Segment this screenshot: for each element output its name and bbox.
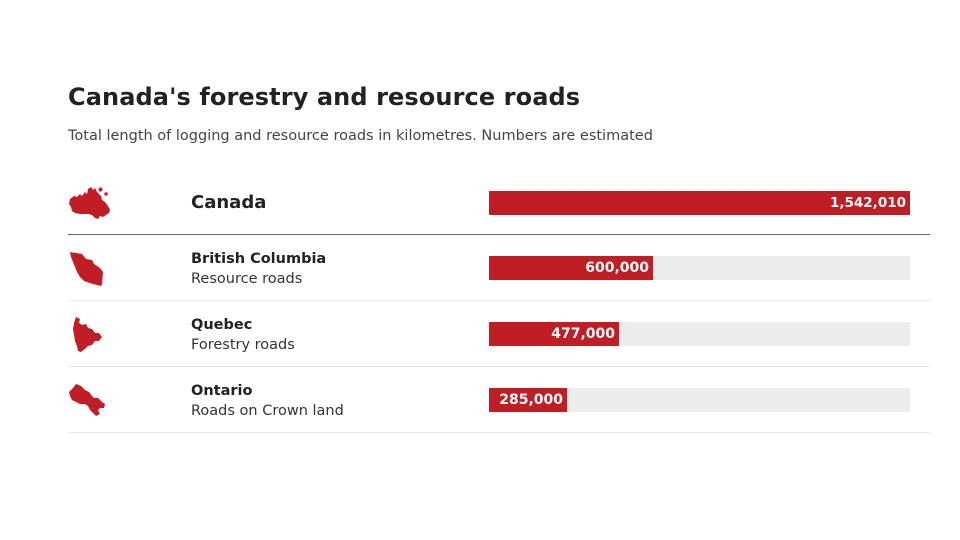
british-columbia-map-icon [70, 252, 103, 286]
total-bar-value-label: 1,542,010 [829, 195, 906, 211]
canada-map-icon [69, 187, 110, 219]
on-bar-track: 285,000 [489, 388, 910, 412]
on-bar: 285,000 [489, 388, 567, 412]
bar-row-ontario: Ontario Roads on Crown land 285,000 [68, 367, 930, 433]
bc-region-sub: Resource roads [191, 271, 303, 287]
qc-bar-track: 477,000 [489, 322, 910, 346]
bc-label-block: British Columbia Resource roads [191, 249, 326, 289]
chart-title: Canada's forestry and resource roads [68, 83, 581, 111]
on-region-name: Ontario [191, 383, 253, 399]
quebec-map-icon [73, 317, 102, 352]
total-label-block: Canada [191, 192, 266, 214]
total-bar-track: 1,542,010 [489, 191, 910, 215]
total-bar [489, 191, 910, 215]
total-row: Canada 1,542,010 [68, 180, 930, 235]
ontario-map-icon [69, 384, 105, 416]
bar-row-british-columbia: British Columbia Resource roads 600,000 [68, 235, 930, 301]
bc-region-name: British Columbia [191, 251, 327, 267]
bar-row-quebec: Quebec Forestry roads 477,000 [68, 301, 930, 367]
on-bar-value-label: 285,000 [499, 392, 563, 408]
bc-bar: 600,000 [489, 256, 653, 280]
bc-bar-value-label: 600,000 [585, 260, 649, 276]
on-label-block: Ontario Roads on Crown land [191, 381, 344, 421]
chart-subtitle: Total length of logging and resource roa… [68, 128, 653, 144]
total-region-name: Canada [191, 192, 267, 213]
qc-region-sub: Forestry roads [191, 337, 295, 353]
qc-bar-value-label: 477,000 [551, 326, 615, 342]
bc-bar-track: 600,000 [489, 256, 910, 280]
qc-region-name: Quebec [191, 317, 253, 333]
qc-label-block: Quebec Forestry roads [191, 315, 295, 355]
qc-bar: 477,000 [489, 322, 619, 346]
on-region-sub: Roads on Crown land [191, 403, 344, 419]
